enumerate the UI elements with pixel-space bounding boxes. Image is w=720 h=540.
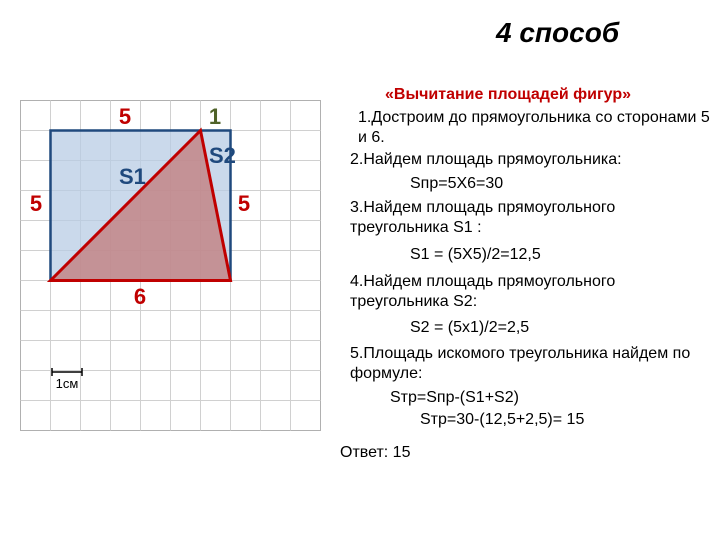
svg-text:1: 1 (209, 104, 221, 129)
step-5: 5.Площадь искомого треугольника найдем п… (350, 344, 710, 384)
svg-text:5: 5 (30, 191, 42, 216)
step-2: 2.Найдем площадь прямоугольника: (350, 150, 710, 170)
step-4: 4.Найдем площадь прямоугольного треуголь… (350, 272, 710, 312)
step-2-formula: Sпр=5Х6=30 (350, 174, 710, 194)
page-title: 4 способ (496, 18, 619, 49)
svg-text:1см: 1см (56, 376, 79, 391)
svg-text:6: 6 (134, 284, 146, 309)
step-3-formula: S1 = (5Х5)/2=12,5 (350, 245, 710, 265)
step-5-formula-1: Sтр=Sпр-(S1+S2) (350, 388, 710, 408)
svg-text:S2: S2 (209, 143, 236, 168)
answer-text: Ответ: 15 (340, 444, 410, 462)
svg-text:5: 5 (119, 104, 131, 129)
diagram: S1S2515561см (20, 100, 340, 440)
step-1: 1.Достроим до прямоугольника со сторонам… (358, 108, 710, 148)
grid-svg: S1S2515561см (20, 100, 322, 432)
svg-text:S1: S1 (119, 164, 146, 189)
svg-text:5: 5 (238, 191, 250, 216)
step-4-formula: S2 = (5х1)/2=2,5 (350, 318, 710, 338)
step-3: 3.Найдем площадь прямоугольного треуголь… (350, 198, 710, 238)
step-5-formula-2: Sтр=30-(12,5+2,5)= 15 (350, 410, 710, 430)
subtitle: «Вычитание площадей фигур» (385, 86, 631, 104)
